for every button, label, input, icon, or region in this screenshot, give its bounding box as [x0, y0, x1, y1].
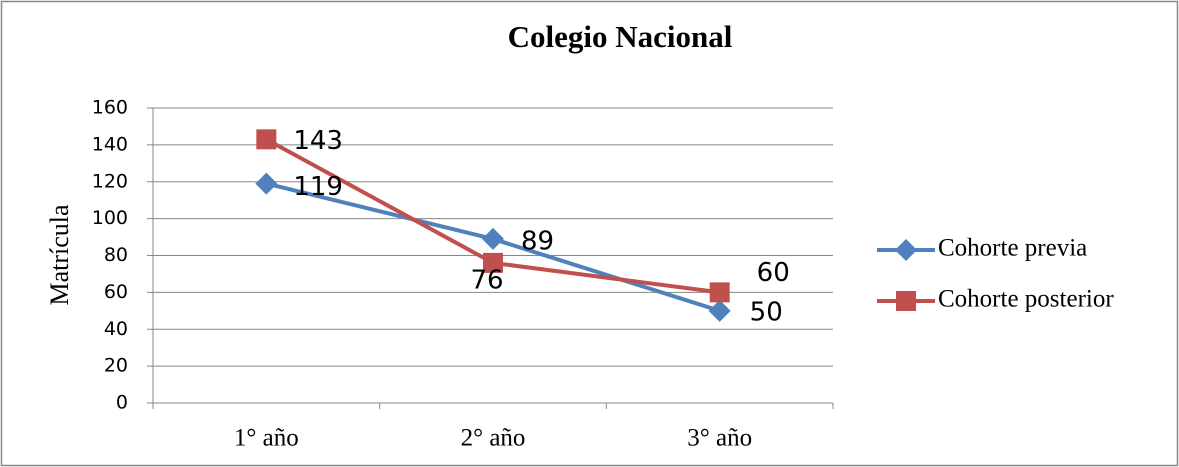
legend-label: Cohorte previa [938, 235, 1087, 262]
legend-label: Cohorte posterior [938, 286, 1114, 313]
x-tick-label: 2° año [461, 425, 526, 452]
y-tick-label: 40 [104, 318, 128, 340]
data-point [708, 299, 731, 322]
y-tick-label: 140 [92, 133, 128, 155]
x-tick-label: 3° año [687, 425, 752, 452]
y-tick-label: 60 [104, 281, 128, 303]
data-point [482, 227, 504, 250]
data-label: 89 [521, 226, 554, 256]
y-axis-label: Matrícula [45, 204, 74, 306]
x-tick-label: 1° año [234, 425, 299, 452]
data-point [483, 252, 503, 273]
data-point [709, 282, 730, 303]
data-label: 143 [293, 126, 343, 156]
chart-title: Colegio Nacional [508, 19, 733, 54]
y-tick-label: 120 [92, 170, 128, 192]
legend-marker [896, 291, 916, 311]
data-label: 76 [470, 265, 503, 295]
data-point [255, 172, 278, 195]
y-tick-label: 100 [92, 207, 128, 229]
y-tick-label: 160 [92, 97, 128, 119]
y-tick-label: 0 [116, 392, 128, 414]
data-point [256, 129, 277, 150]
data-label: 119 [293, 172, 343, 202]
data-label: 50 [750, 297, 783, 327]
y-tick-label: 80 [104, 244, 128, 266]
data-label: 60 [757, 258, 790, 288]
legend-marker [895, 239, 917, 261]
y-tick-label: 20 [104, 355, 128, 377]
